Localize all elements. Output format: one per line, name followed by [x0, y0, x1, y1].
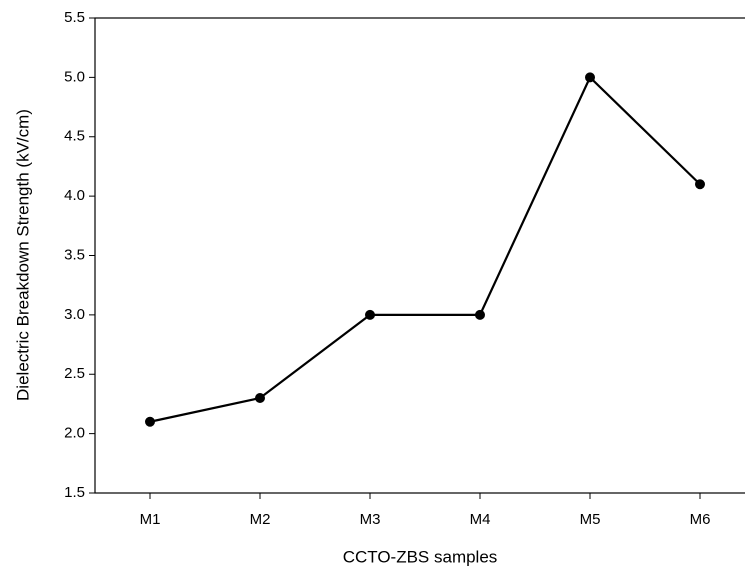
x-tick-label: M2	[250, 511, 271, 528]
x-tick-label: M6	[690, 511, 711, 528]
data-line	[149, 75, 701, 423]
y-tick-label: 2.5	[64, 365, 85, 382]
x-tick-label: M5	[580, 511, 601, 528]
y-tick-label: 3.5	[64, 246, 85, 263]
y-tick-label: 5.0	[64, 68, 85, 85]
x-tick-label: M4	[470, 511, 491, 528]
y-tick-label: 1.5	[64, 484, 85, 501]
y-tick-label: 4.0	[64, 187, 85, 204]
y-tick-label: 3.0	[64, 306, 85, 323]
y-tick-label: 4.5	[64, 128, 85, 145]
y-axis-title: Dielectric Breakdown Strength (kV/cm)	[13, 109, 32, 401]
data-point	[585, 72, 595, 83]
data-point	[255, 393, 265, 403]
data-point	[145, 416, 155, 427]
plot-frame	[94, 17, 745, 494]
x-tick-label: M3	[360, 511, 381, 528]
data-point	[695, 179, 705, 190]
x-tick-label: M1	[140, 511, 161, 528]
x-axis-title: CCTO-ZBS samples	[343, 547, 498, 566]
data-point	[365, 309, 375, 320]
data-point	[475, 309, 485, 320]
y-tick-label: 5.5	[64, 9, 85, 26]
y-tick-label: 2.0	[64, 425, 85, 442]
